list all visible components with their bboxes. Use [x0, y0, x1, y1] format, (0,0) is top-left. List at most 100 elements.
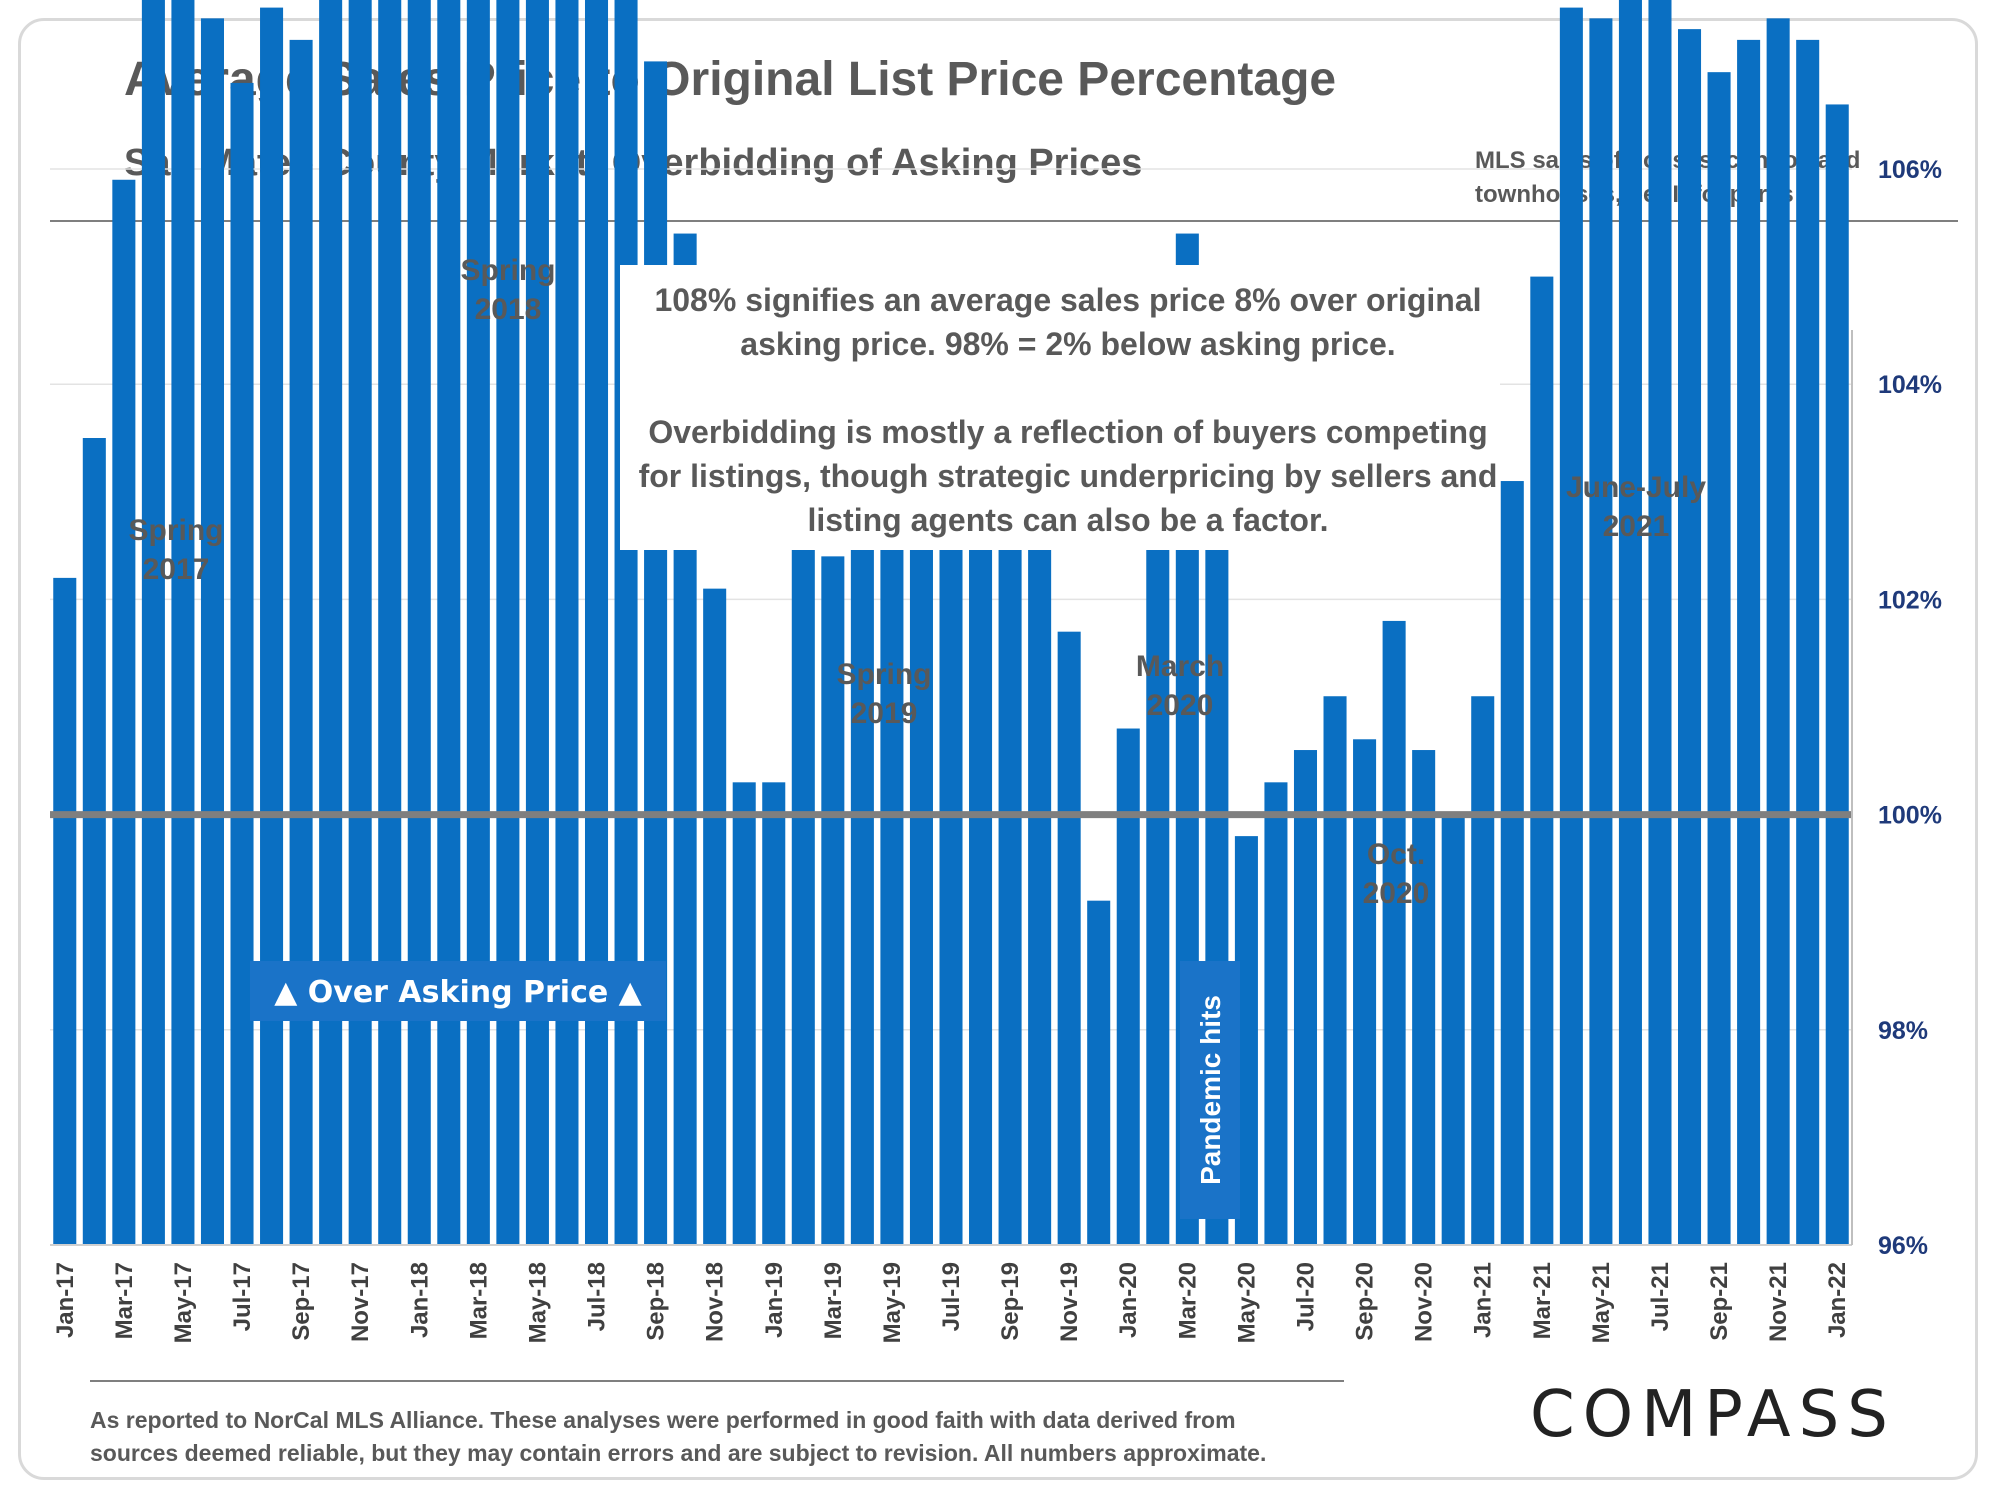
bar	[53, 577, 77, 1245]
y-tick-label: 102%	[1878, 586, 1942, 614]
bar	[437, 0, 461, 1246]
bar	[1500, 481, 1524, 1245]
bar	[939, 438, 963, 1245]
bar	[378, 0, 402, 1245]
footnote-line1: As reported to NorCal MLS Alliance. Thes…	[90, 1407, 1236, 1433]
x-tick-label: Jul-19	[938, 1262, 965, 1331]
x-tick-label: Sep-17	[288, 1262, 315, 1341]
bar	[850, 319, 874, 1245]
bar	[260, 7, 284, 1246]
x-tick-label: Mar-21	[1529, 1262, 1556, 1339]
bar	[1471, 696, 1495, 1245]
bar	[82, 438, 106, 1245]
bar	[1382, 620, 1406, 1245]
footnote: As reported to NorCal MLS Alliance. Thes…	[90, 1404, 1390, 1471]
bar	[1678, 29, 1702, 1246]
bar	[821, 556, 845, 1245]
x-tick-label: Jul-17	[229, 1262, 256, 1331]
bar	[141, 0, 165, 1245]
x-tick-label: Jul-18	[584, 1262, 611, 1331]
explanation-text: listing agents can also be a factor.	[807, 502, 1328, 538]
bar	[496, 0, 520, 1245]
x-tick-label: May-17	[170, 1262, 197, 1343]
x-tick-label: Nov-21	[1765, 1262, 1792, 1342]
bar	[998, 481, 1022, 1245]
pandemic-label: Pandemic hits	[1195, 995, 1226, 1185]
bar	[1441, 814, 1465, 1245]
annotation-june-july-2021: 2021	[1603, 510, 1670, 543]
bar	[1559, 7, 1583, 1246]
bar	[1707, 72, 1731, 1245]
x-tick-label: Mar-19	[820, 1262, 847, 1339]
bar	[1825, 104, 1849, 1246]
bar	[1530, 276, 1554, 1246]
bar	[732, 782, 756, 1245]
x-tick-label: Mar-18	[465, 1262, 492, 1339]
x-tick-label: Mar-20	[1174, 1262, 1201, 1339]
bar	[1323, 696, 1347, 1245]
y-tick-label: 98%	[1878, 1017, 1928, 1045]
bar	[1796, 39, 1820, 1245]
annotation-june-july-2021: June-July	[1566, 471, 1706, 504]
bar	[1766, 18, 1790, 1246]
explanation-text: 108% signifies an average sales price 8%…	[654, 282, 1481, 318]
x-tick-label: Nov-20	[1411, 1262, 1438, 1342]
x-tick-label: Nov-19	[1056, 1262, 1083, 1342]
annotation-spring-2019: Spring	[837, 658, 932, 691]
y-tick-label: 96%	[1878, 1232, 1928, 1260]
bar	[1116, 728, 1140, 1245]
x-tick-label: May-21	[1588, 1262, 1615, 1343]
annotation-spring-2018: 2018	[475, 293, 542, 326]
x-tick-label: Jan-21	[1470, 1262, 1497, 1338]
bar	[555, 0, 579, 1245]
x-tick-label: Jan-19	[761, 1262, 788, 1338]
bar	[1293, 750, 1318, 1245]
bar	[348, 0, 372, 1246]
pandemic-box	[1180, 961, 1240, 1219]
x-tick-label: May-19	[879, 1262, 906, 1343]
x-tick-label: Nov-18	[702, 1262, 729, 1342]
x-tick-label: Jan-22	[1824, 1262, 1851, 1338]
annotation-spring-2019: 2019	[851, 697, 918, 730]
bar	[1353, 739, 1377, 1245]
x-tick-label: Jan-20	[1115, 1262, 1142, 1338]
bar	[407, 0, 431, 1245]
bar	[1087, 900, 1111, 1245]
bar	[1234, 836, 1258, 1245]
bar	[584, 0, 609, 1246]
bar	[1412, 750, 1436, 1245]
annotation-oct-2020: 2020	[1363, 877, 1430, 910]
bar	[1264, 782, 1288, 1245]
bar	[1618, 0, 1642, 1246]
y-tick-label: 106%	[1878, 156, 1942, 184]
annotation-spring-2018: Spring	[461, 254, 556, 287]
bar	[289, 39, 313, 1245]
bar	[171, 0, 195, 1245]
explanation-text: asking price. 98% = 2% below asking pric…	[740, 326, 1395, 362]
bar	[1146, 351, 1170, 1245]
x-tick-label: Jan-18	[406, 1262, 433, 1338]
bar	[614, 0, 638, 1246]
bar	[644, 61, 668, 1245]
annotation-oct-2020: Oct.	[1367, 838, 1425, 871]
bar	[703, 588, 727, 1245]
bar	[1589, 18, 1613, 1246]
over-asking-box	[250, 961, 666, 1021]
bar	[200, 18, 224, 1246]
y-tick-label: 100%	[1878, 802, 1942, 830]
x-tick-label: May-18	[524, 1262, 551, 1343]
bar	[230, 82, 254, 1245]
x-tick-label: Jul-21	[1647, 1262, 1674, 1331]
explanation-background	[620, 265, 1500, 550]
x-tick-label: May-20	[1233, 1262, 1260, 1343]
x-tick-label: Sep-21	[1706, 1262, 1733, 1341]
footer-divider	[90, 1380, 1344, 1382]
bar	[112, 179, 136, 1245]
footnote-line2: sources deemed reliable, but they may co…	[90, 1440, 1267, 1467]
annotation-march-2020: 2020	[1147, 689, 1214, 722]
bar	[1057, 631, 1081, 1245]
x-tick-label: Jul-20	[1292, 1262, 1319, 1331]
bar	[1737, 39, 1761, 1245]
annotation-spring-2017: Spring	[129, 514, 224, 547]
